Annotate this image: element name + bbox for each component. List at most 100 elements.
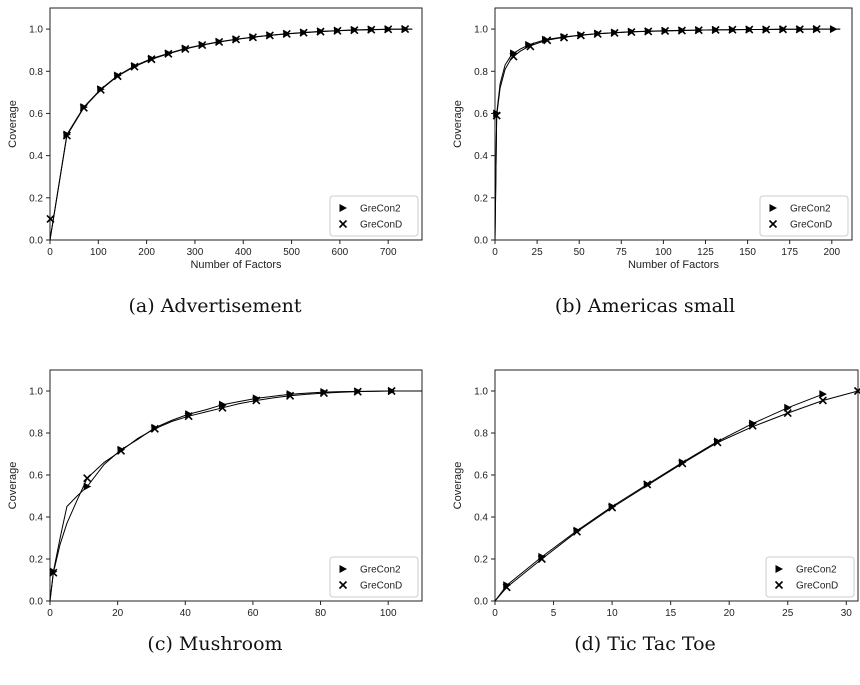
x-tick-label: 100 (655, 247, 672, 258)
x-tick-label: 100 (90, 247, 107, 258)
marker-grecond (130, 62, 139, 71)
x-tick-label: 400 (235, 247, 252, 258)
legend-marker-grecond (768, 219, 778, 229)
y-axis-label: Coverage (452, 100, 464, 148)
legend-marker-grecon2 (339, 204, 347, 212)
marker-x-stroke (526, 42, 535, 51)
marker-x-stroke (818, 396, 827, 405)
marker-x-stroke (49, 568, 58, 577)
marker-grecond (559, 33, 569, 42)
legend: GreCon2 GreConD (765, 556, 855, 598)
marker-grecond (694, 26, 703, 35)
x-tick-label: 500 (283, 247, 300, 258)
x-tick-label: 300 (187, 247, 204, 258)
marker-x-stroke (215, 37, 224, 47)
marker-grecon2 (784, 403, 792, 412)
marker-grecond (319, 389, 328, 398)
y-tick-label: 0.6 (29, 109, 43, 120)
marker-x-stroke (694, 26, 703, 35)
marker-x-stroke (748, 421, 757, 430)
marker-x-stroke (79, 103, 88, 112)
marker-grecond (164, 49, 173, 58)
legend-box (329, 556, 419, 598)
marker-x-stroke (559, 33, 569, 42)
y-tick-label: 0.8 (474, 429, 488, 440)
caption-advertisement: (a) Advertisement (128, 295, 302, 317)
marker-x-stroke (537, 554, 546, 564)
y-tick-label: 0.2 (474, 193, 488, 204)
marker-x-stroke (316, 27, 325, 36)
marker-grecond (62, 131, 71, 140)
marker-x-stroke (96, 85, 105, 94)
y-tick-label: 0.8 (29, 67, 43, 78)
marker-x-stroke (113, 72, 122, 81)
series-line-grecond (494, 390, 859, 602)
marker-grecond (745, 25, 754, 34)
marker-grecond (610, 28, 619, 37)
marker-grecon2 (503, 581, 511, 590)
x-tick-label: 100 (380, 608, 397, 619)
marker-x-stroke (116, 446, 126, 455)
x-tick-label: 5 (551, 608, 557, 619)
marker-grecond (677, 26, 686, 35)
marker-grecond (778, 25, 788, 34)
marker-grecond (661, 26, 670, 36)
y-axis-label: Coverage (7, 100, 19, 148)
legend: GreCon2 GreConD (759, 195, 849, 237)
marker-grecond (353, 387, 362, 396)
legend-label: GreConD (360, 220, 402, 231)
marker-grecond (627, 27, 636, 37)
marker-grecond (853, 386, 860, 396)
marker-grecond (282, 29, 291, 39)
marker-grecond (748, 421, 757, 430)
marker-x-stroke (778, 25, 788, 34)
marker-grecond (502, 583, 511, 592)
y-tick-label: 0.8 (474, 67, 488, 78)
legend: GreCon2 GreConD (329, 556, 419, 598)
x-tick-label: 10 (607, 608, 619, 619)
marker-x-stroke (83, 474, 92, 483)
y-tick-label: 1.0 (29, 387, 43, 398)
x-tick-label: 150 (739, 247, 756, 258)
x-tick-label: 20 (112, 608, 124, 619)
marker-x-stroke (265, 31, 274, 40)
coverage-chart-americas-small: 0 25 50 75 100 125 150 175 200 0.0 0.2 0.4 0.6 0.8 1.0… (452, 7, 853, 271)
x-tick-label: 40 (180, 608, 192, 619)
marker-x-stroke (282, 29, 291, 39)
x-tick-label: 0 (47, 247, 53, 258)
legend-label: GreCon2 (360, 565, 401, 576)
legend-label: GreConD (790, 220, 832, 231)
marker-grecond (215, 37, 224, 47)
marker-grecond (147, 55, 156, 64)
marker-x-stroke (218, 403, 227, 412)
marker-x-stroke (181, 44, 190, 53)
x-tick-label: 20 (724, 608, 736, 619)
marker-grecond (231, 35, 241, 44)
marker-grecond (252, 396, 261, 405)
marker-grecond (299, 28, 308, 37)
marker-grecond (316, 27, 325, 36)
marker-grecond (713, 438, 722, 447)
x-tick-label: 50 (574, 247, 586, 258)
plot-frame (49, 369, 423, 602)
y-tick-label: 0.2 (29, 193, 43, 204)
marker-x-stroke (333, 26, 342, 35)
marker-grecon2 (538, 552, 546, 561)
marker-grecon2 (749, 419, 757, 428)
legend-box (765, 556, 855, 598)
legend-label: GreCon2 (790, 204, 831, 215)
marker-x-stroke (661, 26, 670, 36)
marker-grecond (818, 396, 827, 405)
series-line-grecon2 (49, 390, 422, 602)
marker-grecond (509, 52, 518, 61)
marker-x-stroke (387, 386, 396, 396)
x-tick-label: 200 (823, 247, 840, 258)
marker-grecond (248, 33, 257, 42)
marker-x-stroke (593, 29, 602, 39)
marker-x-stroke (350, 26, 359, 35)
marker-x-stroke (231, 35, 241, 44)
marker-x-stroke (608, 503, 617, 512)
marker-x-stroke (299, 28, 308, 37)
marker-x-stroke (812, 25, 821, 34)
